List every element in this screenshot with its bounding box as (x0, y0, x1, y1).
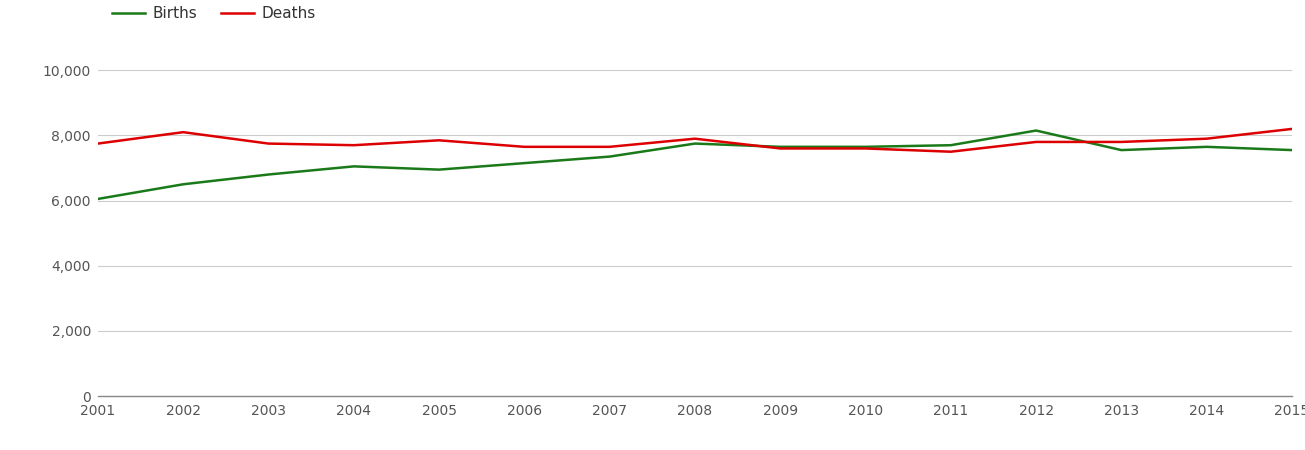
Deaths (944, 149, 959, 154)
Legend: Births, Deaths: Births, Deaths (106, 0, 322, 27)
Births (857, 144, 873, 149)
Deaths (175, 130, 191, 135)
Line: Deaths: Deaths (98, 129, 1292, 152)
Births (688, 141, 703, 146)
Births (517, 160, 532, 166)
Births (90, 196, 106, 202)
Births (602, 154, 617, 159)
Deaths (90, 141, 106, 146)
Births (346, 164, 361, 169)
Births (944, 143, 959, 148)
Births (773, 144, 788, 149)
Births (261, 172, 277, 177)
Deaths (1113, 139, 1129, 144)
Births (431, 167, 446, 172)
Deaths (346, 143, 361, 148)
Deaths (1284, 126, 1300, 131)
Deaths (602, 144, 617, 149)
Births (175, 182, 191, 187)
Deaths (857, 146, 873, 151)
Births (1284, 148, 1300, 153)
Deaths (261, 141, 277, 146)
Births (1113, 148, 1129, 153)
Deaths (688, 136, 703, 141)
Deaths (1028, 139, 1044, 144)
Births (1199, 144, 1215, 149)
Deaths (1199, 136, 1215, 141)
Births (1028, 128, 1044, 133)
Deaths (773, 146, 788, 151)
Deaths (431, 138, 446, 143)
Deaths (517, 144, 532, 149)
Line: Births: Births (98, 130, 1292, 199)
